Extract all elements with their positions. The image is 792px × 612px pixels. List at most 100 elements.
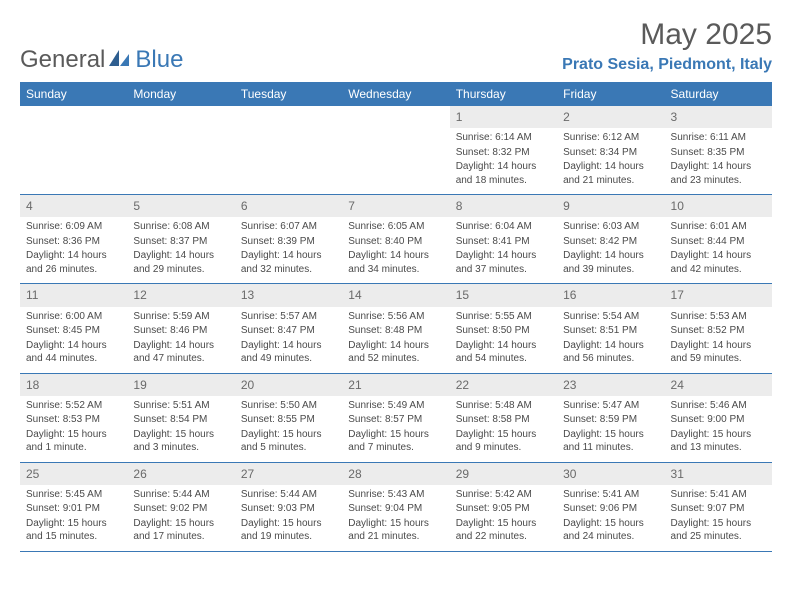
- day-header: Tuesday: [235, 82, 342, 106]
- calendar-cell: 1Sunrise: 6:14 AMSunset: 8:32 PMDaylight…: [450, 106, 557, 195]
- sunset-text: Sunset: 8:46 PM: [133, 324, 228, 338]
- day-number: 5: [127, 195, 234, 217]
- sunset-text: Sunset: 8:37 PM: [133, 235, 228, 249]
- sunrise-text: Sunrise: 6:11 AM: [671, 131, 766, 145]
- day-body: Sunrise: 6:00 AMSunset: 8:45 PMDaylight:…: [20, 307, 127, 373]
- calendar-week: 1Sunrise: 6:14 AMSunset: 8:32 PMDaylight…: [20, 106, 772, 195]
- daylight-text: Daylight: 14 hours and 37 minutes.: [456, 249, 551, 276]
- day-number: 2: [557, 106, 664, 128]
- day-body: Sunrise: 5:41 AMSunset: 9:06 PMDaylight:…: [557, 485, 664, 551]
- day-body: Sunrise: 6:09 AMSunset: 8:36 PMDaylight:…: [20, 217, 127, 283]
- sunset-text: Sunset: 8:52 PM: [671, 324, 766, 338]
- day-number: 13: [235, 284, 342, 306]
- day-body: Sunrise: 5:55 AMSunset: 8:50 PMDaylight:…: [450, 307, 557, 373]
- calendar-cell: 25Sunrise: 5:45 AMSunset: 9:01 PMDayligh…: [20, 462, 127, 551]
- daylight-text: Daylight: 14 hours and 47 minutes.: [133, 339, 228, 366]
- day-body: Sunrise: 6:07 AMSunset: 8:39 PMDaylight:…: [235, 217, 342, 283]
- calendar-cell: 20Sunrise: 5:50 AMSunset: 8:55 PMDayligh…: [235, 373, 342, 462]
- sunrise-text: Sunrise: 6:09 AM: [26, 220, 121, 234]
- sunrise-text: Sunrise: 5:43 AM: [348, 488, 443, 502]
- daylight-text: Daylight: 15 hours and 11 minutes.: [563, 428, 658, 455]
- calendar-cell: 18Sunrise: 5:52 AMSunset: 8:53 PMDayligh…: [20, 373, 127, 462]
- day-number: 24: [665, 374, 772, 396]
- sunrise-text: Sunrise: 5:47 AM: [563, 399, 658, 413]
- day-header: Monday: [127, 82, 234, 106]
- daylight-text: Daylight: 14 hours and 56 minutes.: [563, 339, 658, 366]
- calendar-week: 4Sunrise: 6:09 AMSunset: 8:36 PMDaylight…: [20, 195, 772, 284]
- calendar-cell: 11Sunrise: 6:00 AMSunset: 8:45 PMDayligh…: [20, 284, 127, 373]
- calendar-cell: 28Sunrise: 5:43 AMSunset: 9:04 PMDayligh…: [342, 462, 449, 551]
- sunset-text: Sunset: 8:47 PM: [241, 324, 336, 338]
- day-number: 28: [342, 463, 449, 485]
- calendar-cell: 7Sunrise: 6:05 AMSunset: 8:40 PMDaylight…: [342, 195, 449, 284]
- day-number: 22: [450, 374, 557, 396]
- title-block: May 2025 Prato Sesia, Piedmont, Italy: [562, 18, 772, 74]
- day-body: Sunrise: 5:42 AMSunset: 9:05 PMDaylight:…: [450, 485, 557, 551]
- sunset-text: Sunset: 9:03 PM: [241, 502, 336, 516]
- day-body: Sunrise: 6:12 AMSunset: 8:34 PMDaylight:…: [557, 128, 664, 194]
- sunset-text: Sunset: 8:34 PM: [563, 146, 658, 160]
- daylight-text: Daylight: 14 hours and 44 minutes.: [26, 339, 121, 366]
- day-number: 23: [557, 374, 664, 396]
- location: Prato Sesia, Piedmont, Italy: [562, 56, 772, 74]
- sunrise-text: Sunrise: 6:14 AM: [456, 131, 551, 145]
- sunset-text: Sunset: 9:06 PM: [563, 502, 658, 516]
- month-title: May 2025: [562, 18, 772, 52]
- sunset-text: Sunset: 8:48 PM: [348, 324, 443, 338]
- calendar-cell: 22 Sunrise: 5:48 AMSunset: 8:58 PMDayligh…: [450, 373, 557, 462]
- day-body: Sunrise: 5:41 AMSunset: 9:07 PMDaylight:…: [665, 485, 772, 551]
- calendar-body: 1Sunrise: 6:14 AMSunset: 8:32 PMDaylight…: [20, 106, 772, 551]
- day-number: 4: [20, 195, 127, 217]
- calendar-cell: 3Sunrise: 6:11 AMSunset: 8:35 PMDaylight…: [665, 106, 772, 195]
- sunrise-text: Sunrise: 6:05 AM: [348, 220, 443, 234]
- logo: General Blue: [20, 46, 183, 74]
- calendar-cell: 31Sunrise: 5:41 AMSunset: 9:07 PMDayligh…: [665, 462, 772, 551]
- sunset-text: Sunset: 8:58 PM: [456, 413, 551, 427]
- day-body: Sunrise: 5:53 AMSunset: 8:52 PMDaylight:…: [665, 307, 772, 373]
- sunset-text: Sunset: 9:07 PM: [671, 502, 766, 516]
- sunrise-text: Sunrise: 6:04 AM: [456, 220, 551, 234]
- sunrise-text: Sunrise: 6:12 AM: [563, 131, 658, 145]
- daylight-text: Daylight: 15 hours and 9 minutes.: [456, 428, 551, 455]
- day-number: 21: [342, 374, 449, 396]
- day-number: 16: [557, 284, 664, 306]
- sunset-text: Sunset: 9:00 PM: [671, 413, 766, 427]
- day-number: 6: [235, 195, 342, 217]
- daylight-text: Daylight: 15 hours and 17 minutes.: [133, 517, 228, 544]
- daylight-text: Daylight: 15 hours and 25 minutes.: [671, 517, 766, 544]
- calendar-week: 18Sunrise: 5:52 AMSunset: 8:53 PMDayligh…: [20, 373, 772, 462]
- sunrise-text: Sunrise: 6:01 AM: [671, 220, 766, 234]
- sunset-text: Sunset: 9:04 PM: [348, 502, 443, 516]
- day-body: Sunrise: 5:54 AMSunset: 8:51 PMDaylight:…: [557, 307, 664, 373]
- sunset-text: Sunset: 8:59 PM: [563, 413, 658, 427]
- day-header: Friday: [557, 82, 664, 106]
- day-body: Sunrise: 6:03 AMSunset: 8:42 PMDaylight:…: [557, 217, 664, 283]
- sunset-text: Sunset: 9:02 PM: [133, 502, 228, 516]
- sunset-text: Sunset: 8:54 PM: [133, 413, 228, 427]
- day-body: Sunrise: 5:46 AMSunset: 9:00 PMDaylight:…: [665, 396, 772, 462]
- daylight-text: Daylight: 15 hours and 22 minutes.: [456, 517, 551, 544]
- day-number: 15: [450, 284, 557, 306]
- sunset-text: Sunset: 8:32 PM: [456, 146, 551, 160]
- calendar-cell: 27Sunrise: 5:44 AMSunset: 9:03 PMDayligh…: [235, 462, 342, 551]
- daylight-text: Daylight: 14 hours and 23 minutes.: [671, 160, 766, 187]
- sunrise-text: Sunrise: 5:53 AM: [671, 310, 766, 324]
- day-number: 29: [450, 463, 557, 485]
- calendar-cell: 19Sunrise: 5:51 AMSunset: 8:54 PMDayligh…: [127, 373, 234, 462]
- day-body: Sunrise: 5:56 AMSunset: 8:48 PMDaylight:…: [342, 307, 449, 373]
- day-body: Sunrise: 5:45 AMSunset: 9:01 PMDaylight:…: [20, 485, 127, 551]
- calendar-cell: 5Sunrise: 6:08 AMSunset: 8:37 PMDaylight…: [127, 195, 234, 284]
- sunrise-text: Sunrise: 5:48 AM: [456, 399, 551, 413]
- day-number: 14: [342, 284, 449, 306]
- sunrise-text: Sunrise: 5:44 AM: [241, 488, 336, 502]
- day-number: 3: [665, 106, 772, 128]
- sunrise-text: Sunrise: 5:41 AM: [671, 488, 766, 502]
- calendar-cell: [127, 106, 234, 195]
- sunrise-text: Sunrise: 5:59 AM: [133, 310, 228, 324]
- calendar-cell: 15Sunrise: 5:55 AMSunset: 8:50 PMDayligh…: [450, 284, 557, 373]
- day-body: Sunrise: 6:14 AMSunset: 8:32 PMDaylight:…: [450, 128, 557, 194]
- day-body: Sunrise: 5:43 AMSunset: 9:04 PMDaylight:…: [342, 485, 449, 551]
- day-number: 1: [450, 106, 557, 128]
- calendar-cell: 29Sunrise: 5:42 AMSunset: 9:05 PMDayligh…: [450, 462, 557, 551]
- day-number: 8: [450, 195, 557, 217]
